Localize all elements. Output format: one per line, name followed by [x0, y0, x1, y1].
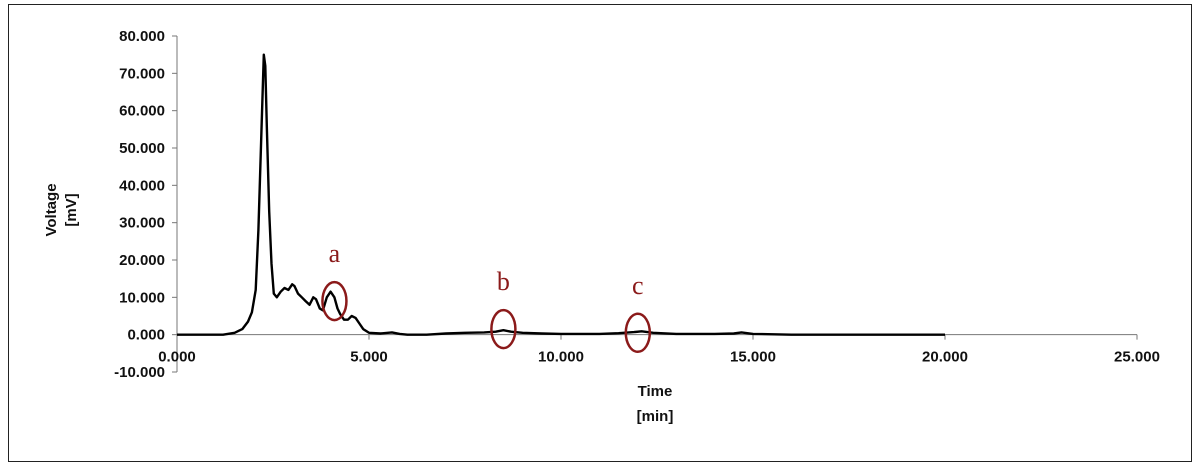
- chromatogram-line: [177, 55, 945, 335]
- chromatogram-chart: -10.0000.00010.00020.00030.00040.00050.0…: [9, 5, 1193, 463]
- y-tick-label: 80.000: [119, 28, 165, 45]
- y-tick-label: 0.000: [127, 327, 165, 344]
- y-tick-label: 30.000: [119, 215, 165, 232]
- annotation-label-a: a: [329, 239, 341, 268]
- annotation-label-b: b: [497, 267, 510, 296]
- annotation-label-c: c: [632, 271, 644, 300]
- x-tick-label: 0.000: [158, 349, 196, 366]
- y-tick-label: 70.000: [119, 65, 165, 82]
- y-tick-label: 60.000: [119, 103, 165, 120]
- y-axis-title-line2: [mV]: [63, 193, 80, 226]
- y-axis: -10.000 0.000 10.000 20.000 30.000 40.000 50.0…: [114, 28, 177, 381]
- x-tick-label: 15.000: [730, 349, 776, 366]
- y-tick-label: 50.000: [119, 140, 165, 157]
- x-axis-title-line2: [min]: [637, 408, 674, 425]
- chart-frame: -10.000 0.000 10.000 20.000 30.000 40.000 50.0…: [8, 4, 1192, 462]
- x-tick-label: 20.000: [922, 349, 968, 366]
- x-axis: 0.000 5.000 10.000 15.000 20.000 25.000: [158, 335, 1160, 366]
- x-tick-label: 10.000: [538, 349, 584, 366]
- y-axis-title-line1: Voltage: [43, 183, 60, 236]
- x-tick-label: 5.000: [350, 349, 388, 366]
- x-tick-label: 25.000: [1114, 349, 1160, 366]
- x-axis-title-line1: Time: [638, 383, 673, 400]
- y-tick-label: 20.000: [119, 252, 165, 269]
- y-tick-label: 40.000: [119, 177, 165, 194]
- y-tick-label: -10.000: [114, 364, 165, 381]
- y-tick-label: 10.000: [119, 289, 165, 306]
- plot-area: [177, 55, 945, 335]
